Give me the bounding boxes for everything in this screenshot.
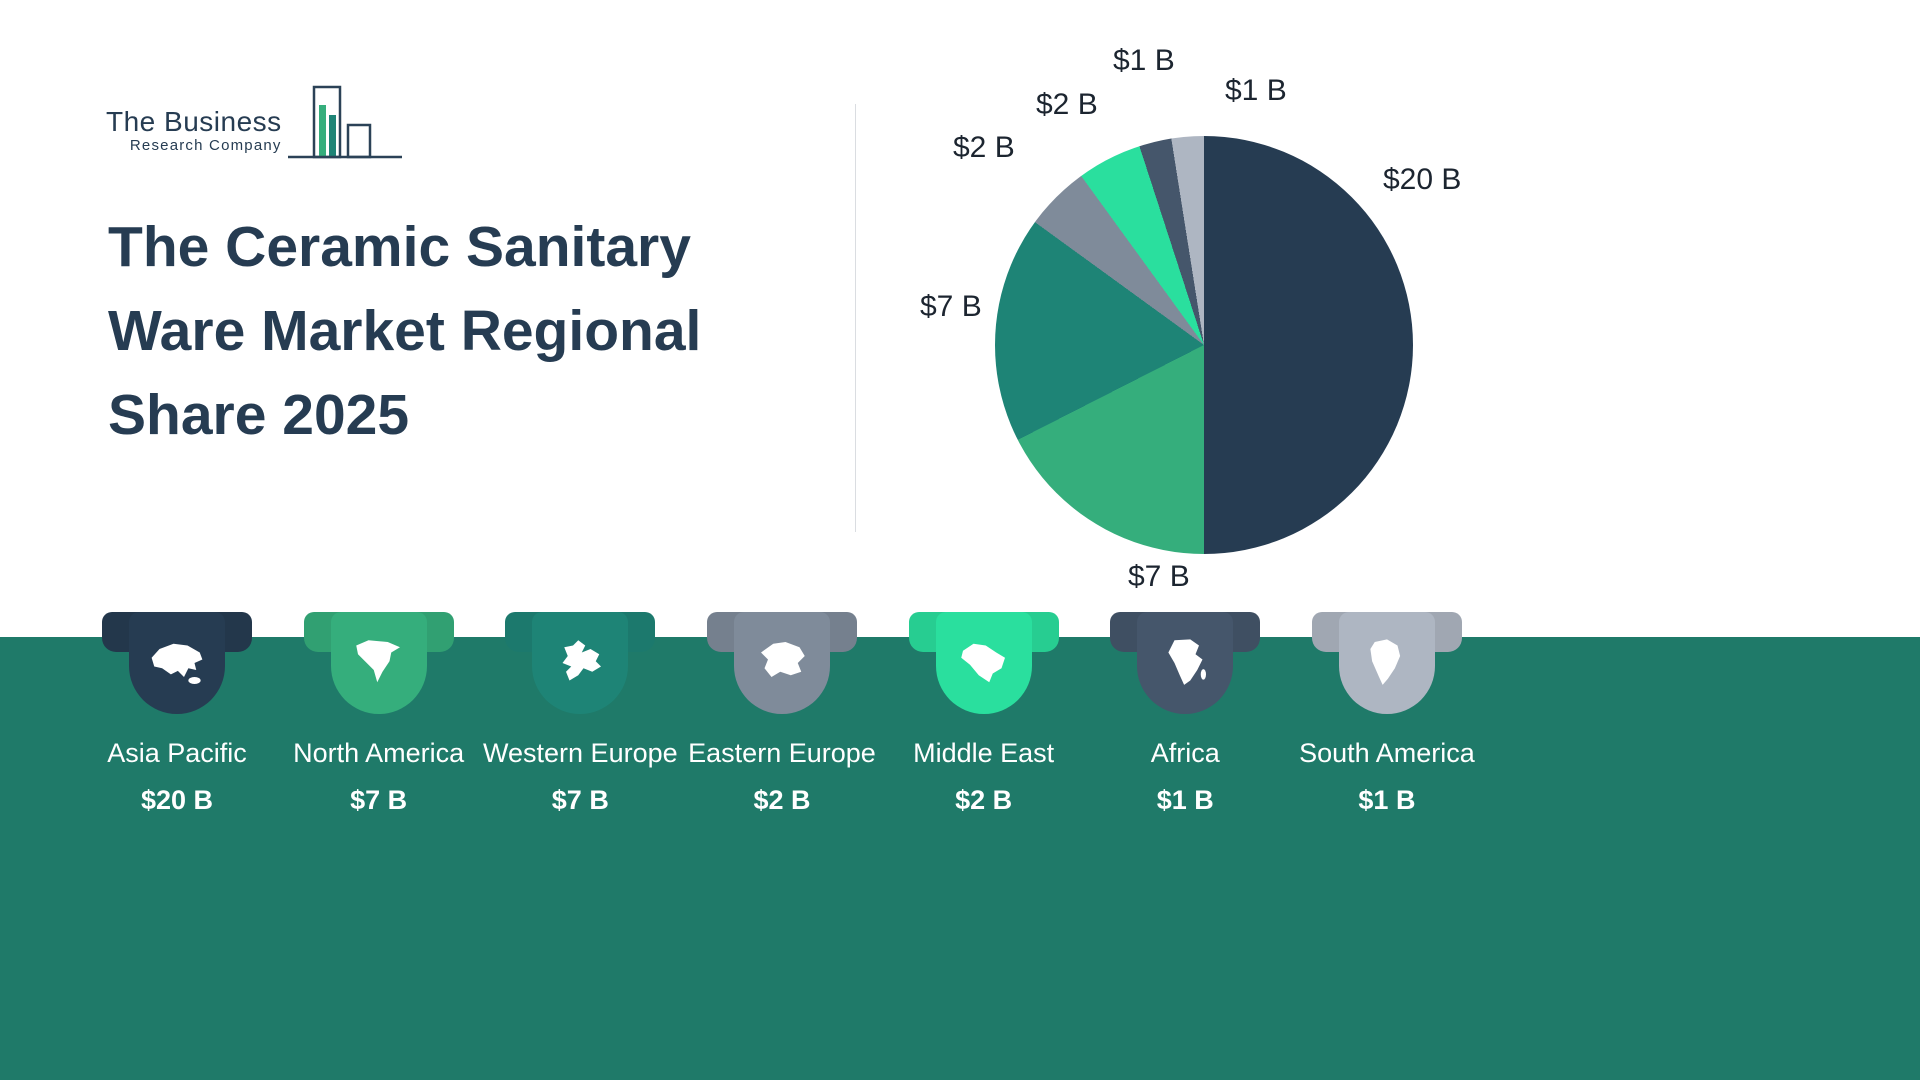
legend: Asia Pacific $20 B North America $7 B (84, 612, 1480, 816)
legend-item-africa: Africa $1 B (1092, 612, 1278, 816)
badge-africa (1110, 612, 1261, 714)
pie-chart (995, 136, 1413, 554)
legend-value: $7 B (350, 785, 408, 815)
legend-name: Middle East (913, 738, 1055, 768)
badge-north-america (303, 612, 454, 714)
pie-label-africa: $1 B (1113, 44, 1175, 77)
badge-asia-pacific (102, 612, 252, 714)
badge-western-europe (505, 612, 656, 714)
pie-label-asia-pacific: $20 B (1383, 163, 1462, 196)
legend-item-eastern-europe: Eastern Europe $2 B (688, 612, 876, 816)
company-logo: The Business Research Company (106, 84, 404, 160)
pie-label-north-america: $7 B (1128, 560, 1190, 593)
legend-value: $1 B (1358, 785, 1416, 815)
legend-name: Western Europe (483, 738, 678, 768)
legend-name: North America (293, 738, 465, 768)
bar-chart-logo-icon (287, 85, 402, 159)
title-line-3: Share 2025 (108, 383, 410, 447)
pie-label-south-america: $1 B (1225, 74, 1287, 107)
pie-label-western-europe: $7 B (920, 290, 982, 323)
badge-body (1338, 612, 1435, 714)
map-middle-east-icon (960, 643, 1005, 683)
legend-item-western-europe: Western Europe $7 B (483, 612, 678, 816)
title-line-1: The Ceramic Sanitary (108, 215, 691, 279)
legend-value: $1 B (1156, 785, 1214, 815)
badge-body (935, 612, 1032, 714)
map-eastern-europe-icon (760, 642, 805, 677)
badge-body (129, 612, 225, 714)
legend-name: South America (1299, 738, 1475, 768)
badge-body (532, 612, 629, 714)
badge-body (1137, 612, 1234, 714)
map-south-america-icon (1370, 639, 1401, 685)
legend-value: $20 B (140, 785, 214, 815)
badge-south-america (1311, 612, 1462, 714)
pie-label-middle-east: $2 B (1036, 88, 1098, 121)
legend-item-south-america: South America $1 B (1294, 612, 1480, 816)
badge-eastern-europe (706, 612, 857, 714)
page-title: The Ceramic Sanitary Ware Market Regiona… (108, 205, 701, 457)
company-logo-text: The Business Research Company (106, 105, 282, 160)
legend-name: Africa (1150, 738, 1220, 768)
vertical-divider (855, 104, 856, 532)
legend-item-north-america: North America $7 B (286, 612, 472, 816)
legend-item-middle-east: Middle East $2 B (891, 612, 1077, 816)
legend-value: $2 B (955, 785, 1013, 815)
legend-band (0, 637, 1920, 1080)
badge-body (733, 612, 830, 714)
map-africa-icon (1168, 639, 1207, 685)
legend-name: Asia Pacific (107, 738, 247, 768)
map-western-europe-icon (562, 640, 602, 681)
legend-item-asia-pacific: Asia Pacific $20 B (84, 612, 270, 816)
map-asia-pacific-icon (151, 643, 203, 684)
legend-value: $2 B (753, 785, 811, 815)
legend-name: Eastern Europe (688, 738, 876, 768)
legend-value: $7 B (551, 785, 609, 815)
badge-body (330, 612, 427, 714)
title-line-2: Ware Market Regional (108, 299, 702, 363)
pie-label-eastern-europe: $2 B (953, 131, 1015, 164)
badge-middle-east (908, 612, 1059, 714)
logo-line2: Research Company (129, 136, 282, 154)
logo-line1: The Business (106, 105, 282, 137)
map-north-america-icon (355, 640, 400, 683)
